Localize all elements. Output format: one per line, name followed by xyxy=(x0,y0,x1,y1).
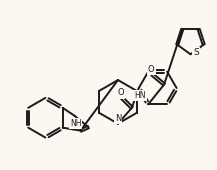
Text: O: O xyxy=(148,65,155,74)
Text: HN: HN xyxy=(135,91,146,100)
Text: NH: NH xyxy=(70,119,81,128)
Text: O: O xyxy=(118,88,124,97)
Text: S: S xyxy=(194,48,199,57)
Text: N: N xyxy=(115,114,121,123)
